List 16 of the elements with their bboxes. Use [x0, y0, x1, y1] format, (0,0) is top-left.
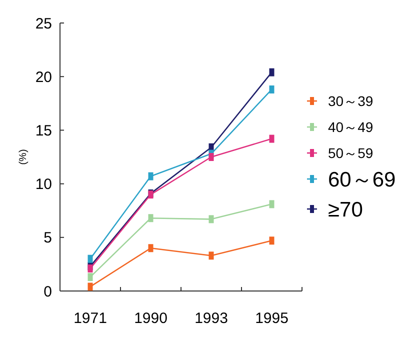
legend-label: 60～69: [328, 168, 396, 192]
y-tick-label: 15: [35, 122, 52, 140]
y-tick-label: 5: [44, 230, 52, 247]
y-tick-label: 10: [35, 176, 52, 194]
y-tick-label: 0: [44, 283, 52, 300]
legend-label: ≥70: [328, 198, 363, 222]
y-axis-title: (%): [18, 149, 29, 165]
legend-label: 40～49: [328, 118, 374, 135]
legend-label: 50～59: [328, 144, 374, 161]
legend-label: 30～39: [328, 92, 374, 109]
x-tick-label: 1990: [134, 310, 168, 327]
x-tick-label: 1971: [74, 310, 107, 327]
x-tick-label: 1995: [255, 310, 288, 327]
x-tick-label: 1993: [194, 310, 228, 327]
y-tick-label: 25: [35, 15, 52, 32]
y-tick-label: 20: [35, 68, 52, 86]
